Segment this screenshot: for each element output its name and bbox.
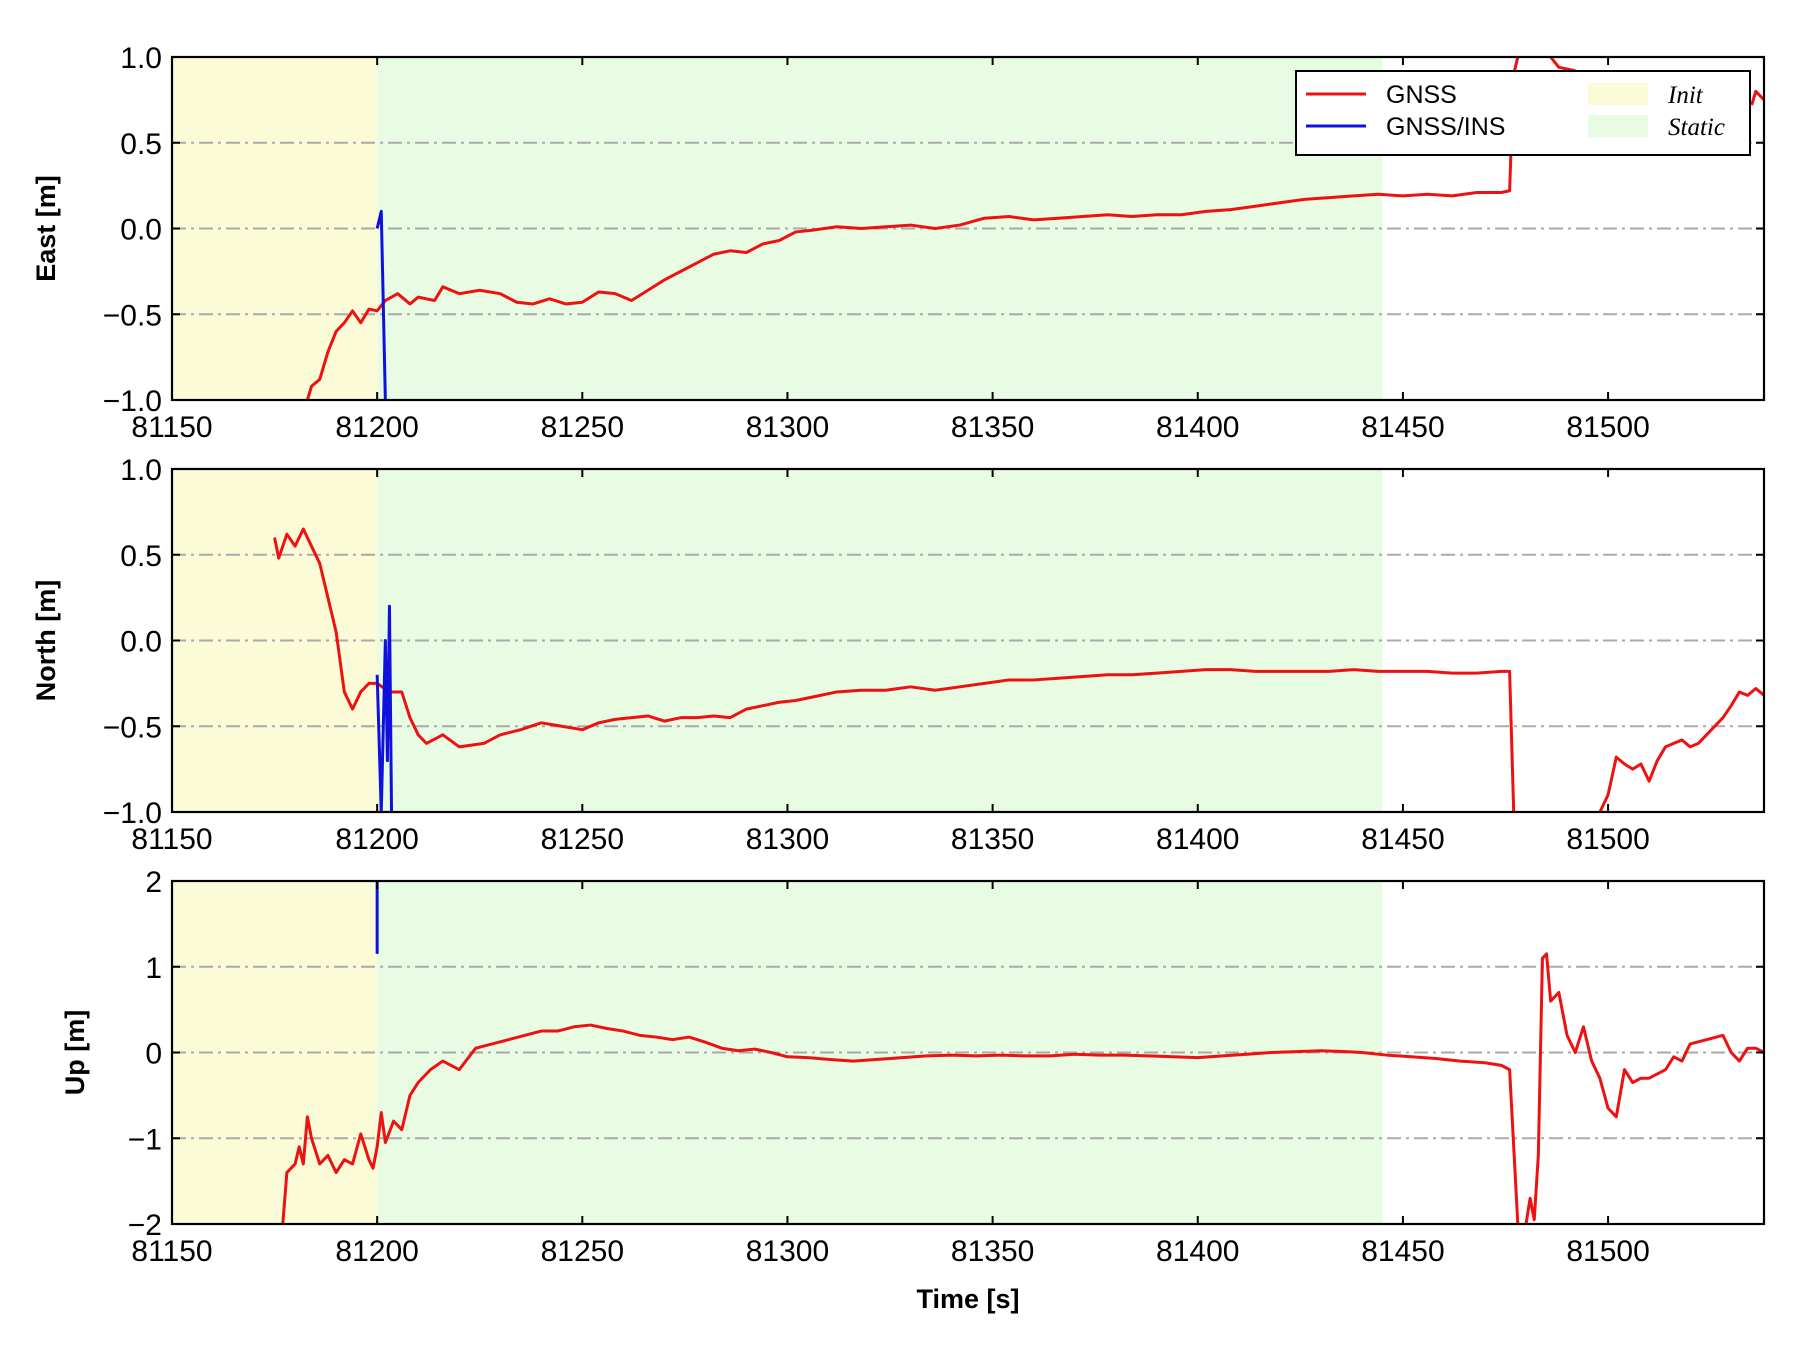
east-x-tick-label: 81150	[131, 411, 212, 444]
north-y-axis-label: North [m]	[31, 580, 61, 701]
up-y-axis-label: Up [m]	[60, 1010, 90, 1095]
north-x-tick-label: 81200	[335, 823, 418, 856]
east-series-gnss-line	[305, 57, 1520, 400]
north-x-tick-label: 81500	[1566, 823, 1649, 856]
east-x-tick-label: 81400	[1156, 411, 1239, 444]
legend-entry-static-label: Static	[1668, 114, 1725, 141]
up-x-tick-label: 81200	[335, 1235, 418, 1268]
east-x-tick-label: 81450	[1361, 411, 1444, 444]
east-x-tick-label: 81500	[1566, 411, 1649, 444]
legend: GNSS GNSS/INS Init Static	[1295, 70, 1751, 156]
up-y-tick-label: 2	[145, 866, 162, 899]
north-x-tick-label: 81300	[746, 823, 829, 856]
north-x-tick-label: 81150	[131, 823, 212, 856]
east-y-tick-label: 0.5	[120, 128, 162, 161]
east-x-tick-label: 81300	[746, 411, 829, 444]
up-x-tick-label: 81450	[1361, 1235, 1444, 1268]
legend-entry-gnss: GNSS	[1306, 81, 1457, 109]
legend-entry-gnss-ins: GNSS/INS	[1306, 113, 1505, 141]
legend-entry-static-swatch	[1588, 115, 1648, 137]
east-x-tick-label: 81250	[541, 411, 624, 444]
up-y-tick-label: −1	[128, 1123, 162, 1156]
up-y-tick-label: 0	[145, 1038, 162, 1071]
up-x-tick-label: 81250	[541, 1235, 624, 1268]
up-x-tick-label: 81350	[951, 1235, 1034, 1268]
north-y-tick-label: 0.0	[120, 626, 162, 659]
up-x-tick-label: 81300	[746, 1235, 829, 1268]
north-x-tick-label: 81250	[541, 823, 624, 856]
east-y-tick-label: −0.5	[103, 299, 162, 332]
north-y-tick-label: −0.5	[103, 711, 162, 744]
east-y-tick-label: 0.0	[120, 214, 162, 247]
up-x-tick-label: 81400	[1156, 1235, 1239, 1268]
east-y-axis-label: East [m]	[31, 175, 61, 282]
up-y-tick-label: 1	[145, 952, 162, 985]
east-y-tick-label: −1.0	[103, 385, 162, 418]
north-x-tick-label: 81400	[1156, 823, 1239, 856]
north-y-tick-label: −1.0	[103, 797, 162, 830]
up-x-tick-label: 81150	[131, 1235, 212, 1268]
east-x-tick-label: 81350	[951, 411, 1034, 444]
east-series-gnss-ins-line	[375, 209, 387, 400]
east-x-tick-label: 81200	[335, 411, 418, 444]
up-series-gnss-line	[281, 1023, 1520, 1224]
legend-entry-init: Init	[1588, 82, 1704, 109]
east-panel: 81150 81200 81250 81300 81350 81400 81450 81500…	[31, 42, 1766, 444]
north-series-gnss-line	[273, 527, 1516, 812]
up-series-gnss-line	[1524, 952, 1764, 1224]
legend-box	[1295, 70, 1751, 156]
legend-entry-static: Static	[1588, 114, 1725, 141]
legend-entry-gnss-ins-label: GNSS/INS	[1386, 113, 1505, 141]
up-y-tick-label: −2	[128, 1209, 162, 1242]
east-y-tick-label: 1.0	[120, 42, 162, 75]
panels: 81150 81200 81250 81300 81350 81400 81450 81500…	[31, 42, 1766, 1268]
north-x-tick-label: 81350	[951, 823, 1034, 856]
x-axis-label: Time [s]	[916, 1284, 1019, 1314]
east-series-gnss-line	[1750, 89, 1764, 106]
north-x-tick-label: 81450	[1361, 823, 1444, 856]
north-y-tick-label: 1.0	[120, 454, 162, 487]
legend-entry-init-label: Init	[1667, 82, 1704, 109]
north-series-gnss-line	[1598, 687, 1764, 812]
north-series-gnss-ins-line	[375, 604, 394, 812]
legend-entry-init-swatch	[1588, 83, 1648, 105]
north-panel: 81150 81200 81250 81300 81350 81400 81450 81500…	[31, 454, 1766, 856]
north-y-tick-label: 0.5	[120, 540, 162, 573]
up-x-tick-label: 81500	[1566, 1235, 1649, 1268]
legend-entry-gnss-label: GNSS	[1386, 81, 1457, 109]
up-panel: 81150 81200 81250 81300 81350 81400 81450 81500…	[60, 866, 1766, 1268]
east-series-gnss-line	[1549, 57, 1576, 73]
